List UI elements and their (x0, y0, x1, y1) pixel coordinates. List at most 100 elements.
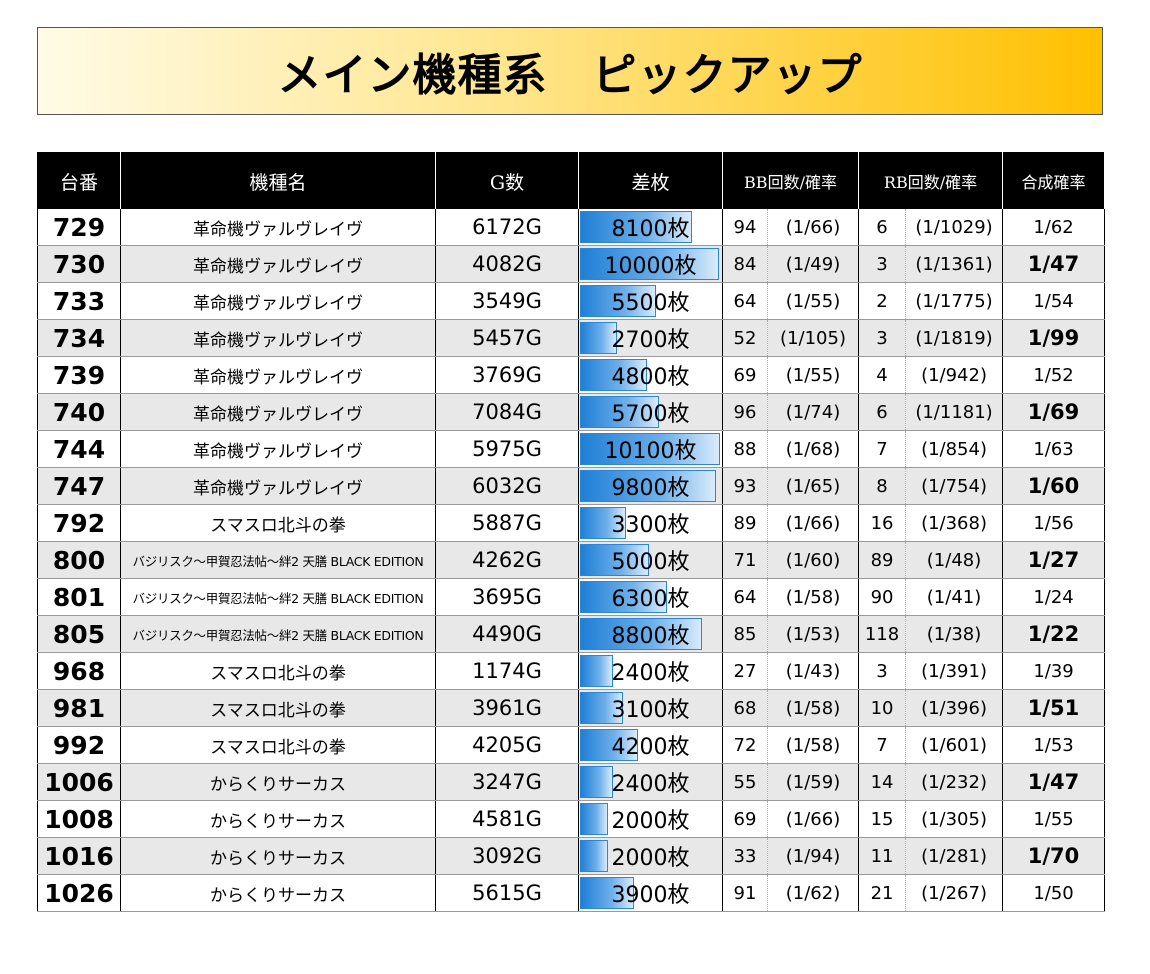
diff-value: 6300枚 (611, 587, 690, 612)
bb-rate-cell: (1/74) (767, 393, 860, 431)
rb-count-cell: 14 (858, 763, 907, 801)
bb-rate-cell: (1/49) (767, 245, 860, 283)
diff-cell: 2400枚 (578, 652, 723, 690)
bb-rate-cell: (1/105) (767, 319, 860, 357)
table-row: 729 革命機ヴァルヴレイヴ 6172G 8100枚 94 (1/66) 6 (1/1029)… (37, 209, 1106, 246)
diff-bar (580, 877, 634, 909)
table-row: 1008 からくりサーカス 4581G 2000枚 69 (1/66) 15 (1/305) 1… (37, 800, 1106, 838)
bb-count-cell: 85 (722, 615, 768, 653)
games-cell: 7084G (435, 393, 579, 431)
combo-cell: 1/53 (1002, 726, 1106, 764)
rb-rate-cell: (1/391) (905, 652, 1004, 690)
combo-cell: 1/69 (1002, 393, 1106, 431)
diff-value: 4200枚 (611, 735, 690, 760)
header-combo: 合成確率 (1002, 152, 1106, 209)
diff-bar (580, 803, 608, 835)
rb-rate-cell: (1/754) (905, 467, 1004, 505)
diff-cell: 5000枚 (578, 541, 723, 579)
combo-cell: 1/56 (1002, 504, 1106, 542)
games-cell: 3092G (435, 837, 579, 875)
table-row: 730 革命機ヴァルヴレイヴ 4082G 10000枚 84 (1/49) 3 (1/1361… (37, 245, 1106, 283)
diff-bar (580, 322, 617, 354)
table-row: 800 バジリスク～甲賀忍法帖～絆2 天膳 BLACK EDITION 4262G 5… (37, 541, 1106, 579)
header-bb: BB回数/確率 (722, 152, 860, 209)
diff-cell: 6300枚 (578, 578, 723, 616)
bb-count-cell: 69 (722, 800, 768, 838)
diff-bar (580, 248, 719, 280)
table-row: 968 スマスロ北斗の拳 1174G 2400枚 27 (1/43) 3 (1/391) 1/3… (37, 652, 1106, 690)
games-cell: 5975G (435, 430, 579, 468)
table-row: 992 スマスロ北斗の拳 4205G 4200枚 72 (1/58) 7 (1/601) 1/5… (37, 726, 1106, 764)
model-cell: スマスロ北斗の拳 (120, 726, 436, 764)
diff-bar (580, 544, 649, 576)
games-cell: 5615G (435, 874, 579, 912)
table-row: 1016 からくりサーカス 3092G 2000枚 33 (1/94) 11 (1/281) 1… (37, 837, 1106, 875)
machine-no-cell: 981 (37, 689, 121, 727)
diff-value: 2700枚 (611, 328, 690, 353)
model-cell: バジリスク～甲賀忍法帖～絆2 天膳 BLACK EDITION (120, 578, 436, 616)
diff-value: 3100枚 (611, 698, 690, 723)
bb-rate-cell: (1/66) (767, 504, 860, 542)
bb-count-cell: 71 (722, 541, 768, 579)
games-cell: 6172G (435, 209, 579, 246)
games-cell: 4205G (435, 726, 579, 764)
model-cell: 革命機ヴァルヴレイヴ (120, 209, 436, 246)
model-cell: 革命機ヴァルヴレイヴ (120, 430, 436, 468)
games-cell: 4262G (435, 541, 579, 579)
machine-no-cell: 1008 (37, 800, 121, 838)
bb-rate-cell: (1/59) (767, 763, 860, 801)
diff-value: 3300枚 (611, 513, 690, 538)
rb-rate-cell: (1/38) (905, 615, 1004, 653)
machine-no-cell: 739 (37, 356, 121, 394)
bb-rate-cell: (1/58) (767, 726, 860, 764)
pickup-table: 台番 機種名 G数 差枚 BB回数/確率 RB回数/確率 合成確率 729 革命機… (37, 152, 1106, 912)
rb-count-cell: 3 (858, 245, 907, 283)
table-row: 747 革命機ヴァルヴレイヴ 6032G 9800枚 93 (1/65) 8 (1/754) 1… (37, 467, 1106, 505)
table-row: 981 スマスロ北斗の拳 3961G 3100枚 68 (1/58) 10 (1/396) 1/… (37, 689, 1106, 727)
diff-cell: 5700枚 (578, 393, 723, 431)
diff-value: 4800枚 (611, 365, 690, 390)
machine-no-cell: 801 (37, 578, 121, 616)
rb-count-cell: 118 (858, 615, 907, 653)
diff-bar (580, 285, 656, 317)
machine-no-cell: 730 (37, 245, 121, 283)
bb-rate-cell: (1/58) (767, 578, 860, 616)
bb-rate-cell: (1/58) (767, 689, 860, 727)
games-cell: 3961G (435, 689, 579, 727)
diff-value: 8100枚 (611, 217, 690, 242)
model-cell: 革命機ヴァルヴレイヴ (120, 319, 436, 357)
combo-cell: 1/54 (1002, 282, 1106, 320)
rb-rate-cell: (1/942) (905, 356, 1004, 394)
table-row: 734 革命機ヴァルヴレイヴ 5457G 2700枚 52 (1/105) 3 (1/1819… (37, 319, 1106, 357)
bb-count-cell: 69 (722, 356, 768, 394)
diff-bar (580, 840, 608, 872)
rb-rate-cell: (1/232) (905, 763, 1004, 801)
machine-no-cell: 968 (37, 652, 121, 690)
bb-count-cell: 84 (722, 245, 768, 283)
table-row: 1006 からくりサーカス 3247G 2400枚 55 (1/59) 14 (1/232) 1… (37, 763, 1106, 801)
rb-count-cell: 7 (858, 430, 907, 468)
bb-count-cell: 91 (722, 874, 768, 912)
table-row: 801 バジリスク～甲賀忍法帖～絆2 天膳 BLACK EDITION 3695G 6… (37, 578, 1106, 616)
rb-count-cell: 8 (858, 467, 907, 505)
diff-value: 10000枚 (604, 254, 697, 279)
bb-rate-cell: (1/55) (767, 356, 860, 394)
bb-rate-cell: (1/43) (767, 652, 860, 690)
rb-rate-cell: (1/281) (905, 837, 1004, 875)
rb-count-cell: 3 (858, 319, 907, 357)
combo-cell: 1/39 (1002, 652, 1106, 690)
bb-count-cell: 64 (722, 282, 768, 320)
machine-no-cell: 747 (37, 467, 121, 505)
header-rb: RB回数/確率 (858, 152, 1004, 209)
diff-value: 2400枚 (611, 661, 690, 686)
diff-cell: 2000枚 (578, 837, 723, 875)
diff-bar (580, 396, 659, 428)
games-cell: 3247G (435, 763, 579, 801)
machine-no-cell: 1016 (37, 837, 121, 875)
games-cell: 6032G (435, 467, 579, 505)
diff-value: 5000枚 (611, 550, 690, 575)
diff-cell: 4800枚 (578, 356, 723, 394)
bb-count-cell: 93 (722, 467, 768, 505)
diff-value: 9800枚 (611, 476, 690, 501)
diff-cell: 9800枚 (578, 467, 723, 505)
